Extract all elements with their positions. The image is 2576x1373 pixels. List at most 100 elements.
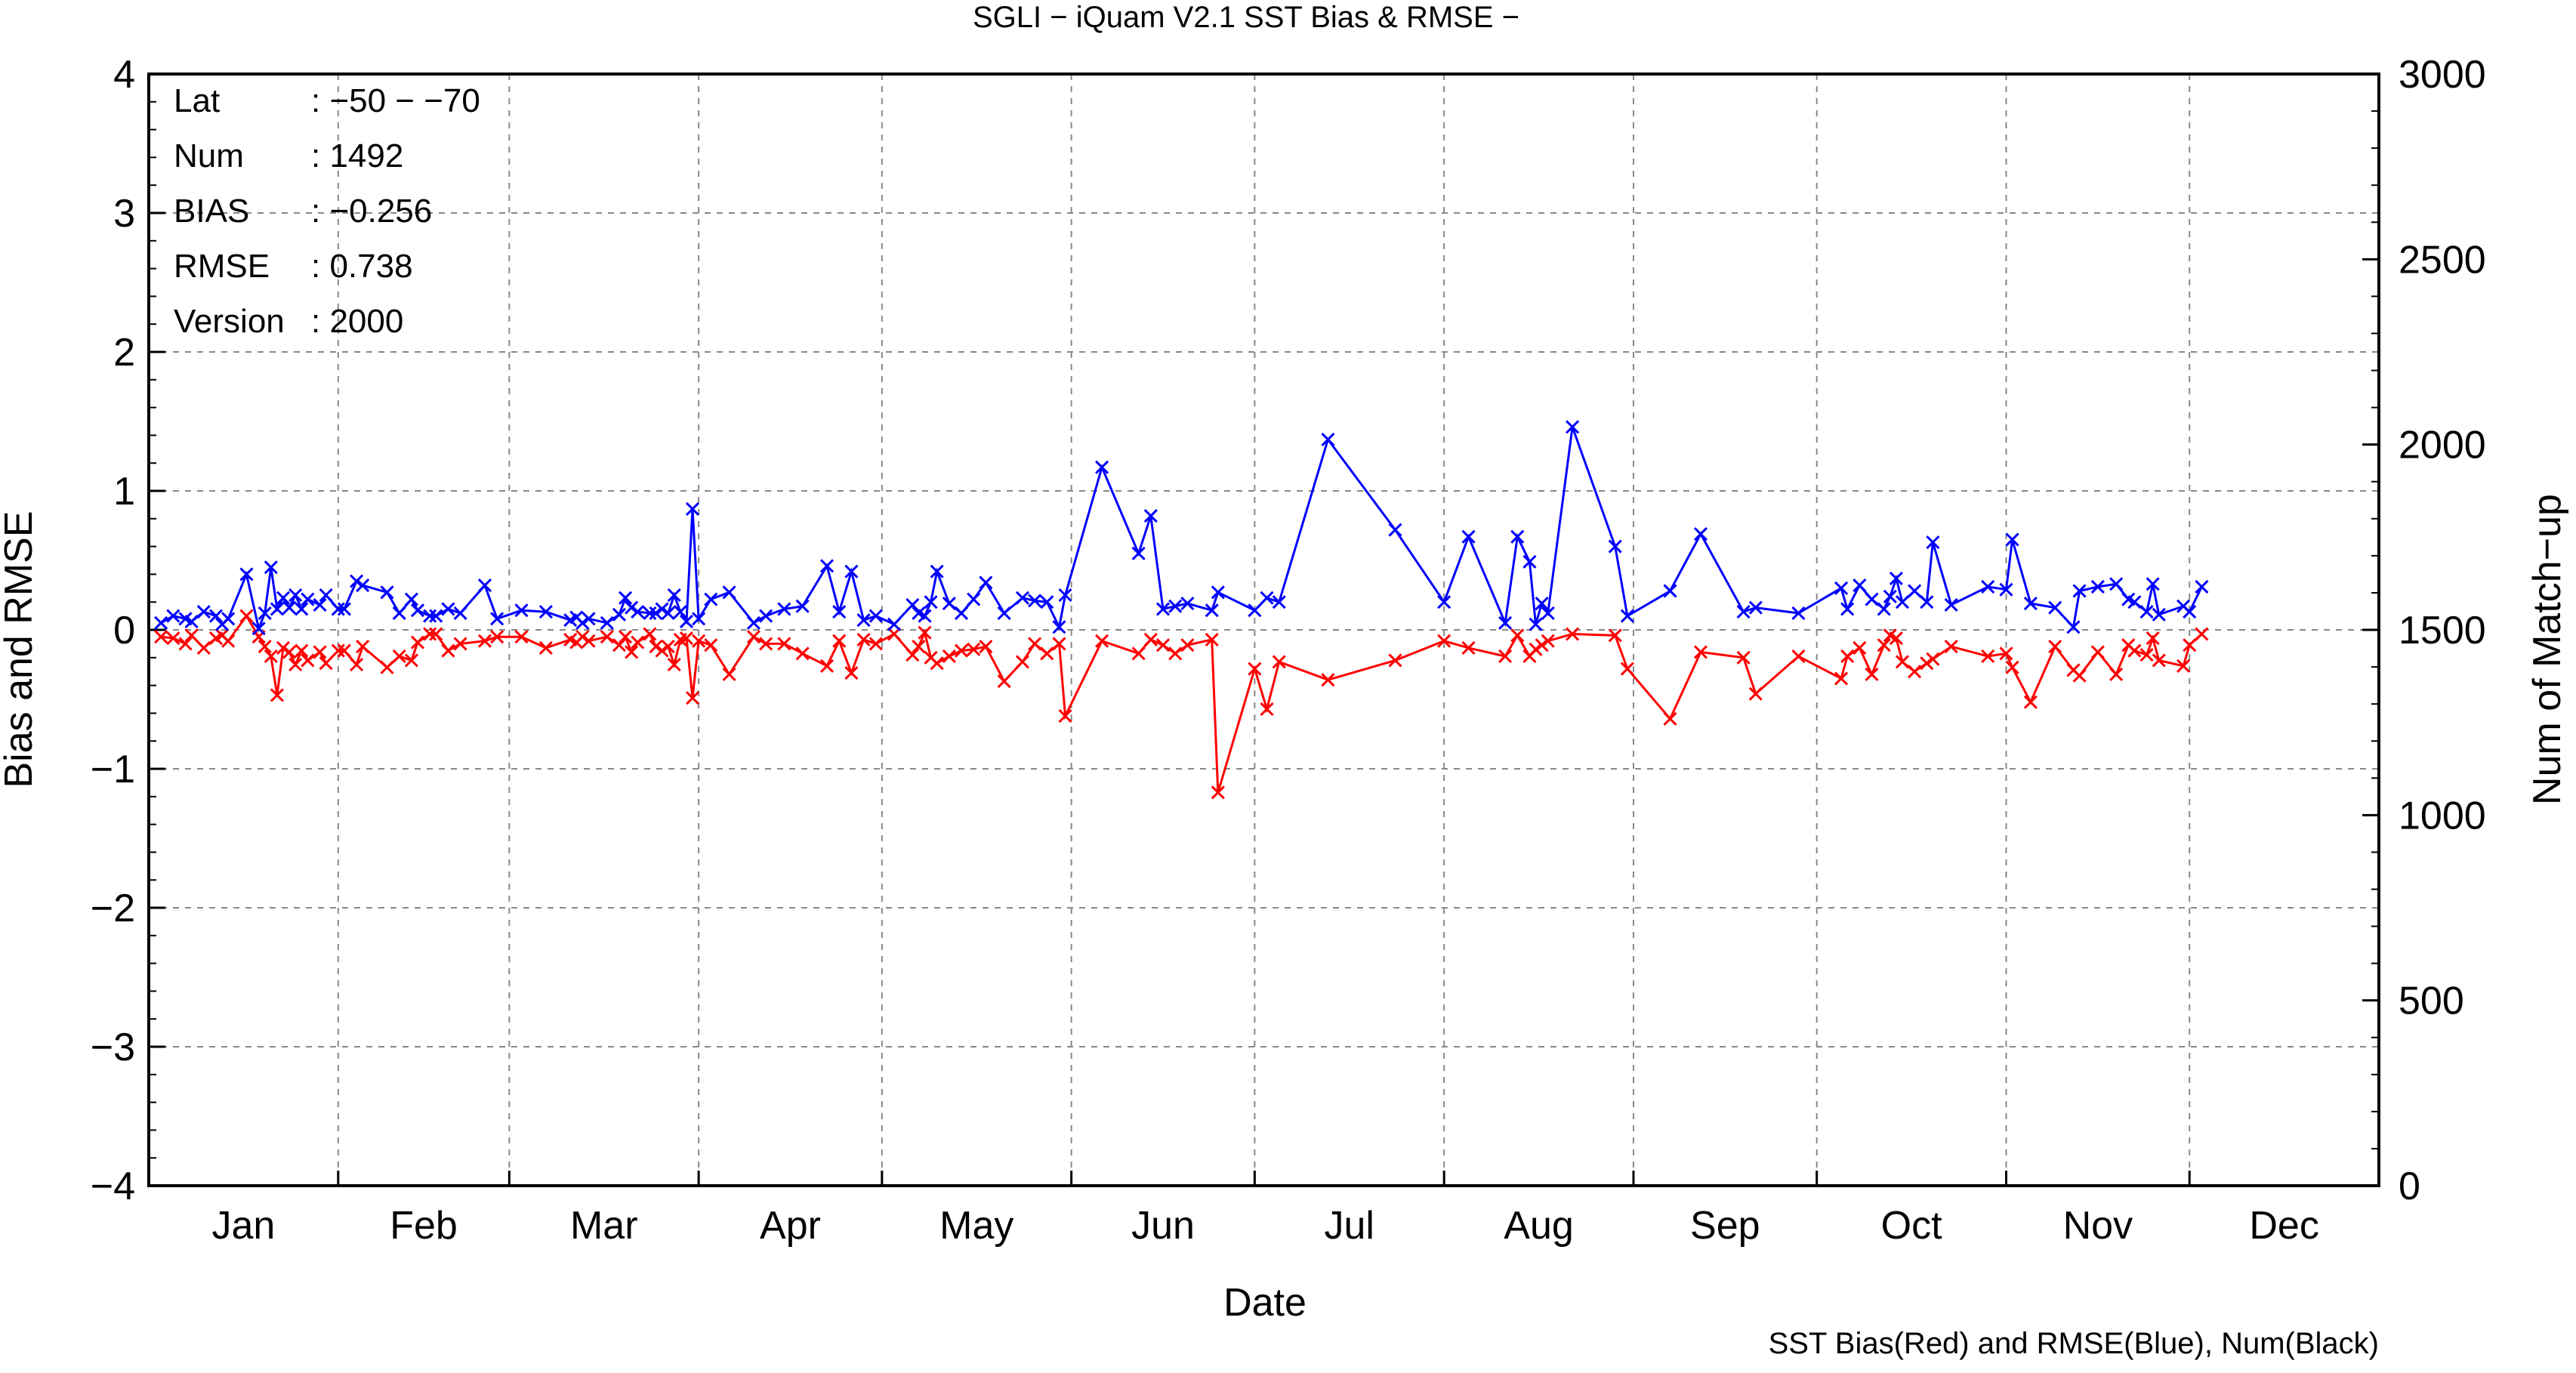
data-point-marker [679,631,694,646]
data-point-marker [1272,655,1286,669]
data-point-marker [1883,589,1897,603]
x-tick-label: Oct [1881,1204,1942,1248]
data-point-marker [276,591,291,605]
info-value: : 0.738 [311,248,413,285]
data-point-marker [1058,588,1072,603]
data-point-marker [930,564,944,579]
data-point-marker [942,596,956,611]
data-point-marker [1736,605,1751,619]
data-point-marker [282,645,297,659]
data-point-marker [1895,655,1910,669]
data-point-marker [392,606,406,620]
info-value: : −0.256 [311,193,432,230]
data-point-marker [1143,509,1158,523]
axes-layer: 4 3 2 1 0 −1 −2 −3 −4 3000 2500 2000 1500 1000 500 0 Jan… [91,53,2486,1248]
data-point-marker [1944,640,1958,654]
series-bias [154,609,2209,800]
data-point-marker [337,602,351,616]
y-tick-label: −1 [91,748,135,791]
data-point-marker [2139,648,2154,662]
y2-axis-label: Num of Match−up [2525,494,2569,805]
data-point-marker [166,609,180,623]
info-label: Lat [174,82,220,119]
data-point-marker [649,640,663,654]
x-tick-label: Feb [390,1204,458,1248]
data-point-marker [2195,579,2209,594]
data-point-marker [1205,603,1219,618]
data-point-marker [1889,631,1903,646]
data-point-marker [819,659,835,673]
data-point-marker [582,634,596,648]
data-point-marker [655,643,669,658]
data-point-marker [930,656,944,671]
data-point-marker [918,609,932,623]
data-point-marker [1926,535,1940,550]
data-point-marker [2048,640,2062,654]
info-value: : 1492 [311,137,403,174]
data-point-marker [1260,702,1274,716]
data-point-marker [380,585,394,600]
data-point-marker [1522,554,1537,569]
data-point-marker [423,609,437,623]
data-point-marker [832,605,847,619]
data-point-marker [196,605,211,619]
data-point-marker [154,616,168,630]
data-point-marker [1895,595,1910,609]
data-point-marker [1920,656,1934,671]
data-point-marker [380,660,394,674]
data-point-marker [313,597,327,612]
series-layer [154,420,2209,800]
data-point-marker [331,643,345,658]
data-point-marker [301,653,315,668]
data-point-marker [1981,579,1995,594]
data-point-marker [404,653,418,668]
data-point-marker [1143,632,1158,646]
data-point-marker [1865,667,1879,681]
data-point-marker [1693,645,1708,659]
data-point-marker [2066,620,2081,634]
data-point-marker [1131,546,1146,560]
data-point-marker [441,643,455,658]
data-point-marker [1248,603,1262,618]
y2-tick-label: 2000 [2399,424,2486,467]
data-point-marker [295,602,309,616]
data-point-marker [685,501,700,516]
data-point-marker [276,640,291,655]
data-point-marker [1510,628,1525,643]
data-point-marker [2090,645,2105,659]
data-point-marker [612,607,627,622]
data-point-marker [887,617,902,631]
data-point-marker [2146,631,2160,646]
data-point-marker [746,616,761,630]
data-point-marker [667,657,681,672]
data-point-marker [918,625,932,640]
data-point-marker [208,609,224,623]
data-point-marker [319,588,333,603]
data-point-marker [575,616,590,630]
data-point-marker [2023,596,2038,611]
data-point-marker [1608,539,1622,554]
y2-tick-label: 3000 [2399,53,2486,97]
data-point-marker [1040,646,1054,661]
series-rmse [154,420,2209,636]
data-point-marker [350,657,364,672]
data-point-marker [1889,571,1903,585]
data-point-marker [514,603,529,618]
y-tick-label: 1 [113,470,135,514]
data-point-marker [356,579,370,593]
data-point-marker [270,602,284,616]
data-point-marker [514,630,529,644]
data-point-marker [1620,609,1634,623]
data-point-marker [1791,606,1806,620]
data-point-marker [2127,595,2142,609]
data-point-marker [979,640,993,654]
data-point-marker [1095,460,1109,474]
data-point-marker [410,635,425,649]
data-point-marker [538,605,553,619]
data-point-marker [490,630,504,644]
data-point-marker [1529,642,1543,656]
data-point-marker [1853,640,1867,655]
data-point-marker [1877,638,1891,653]
data-point-marker [582,612,596,626]
data-point-marker [477,634,492,648]
